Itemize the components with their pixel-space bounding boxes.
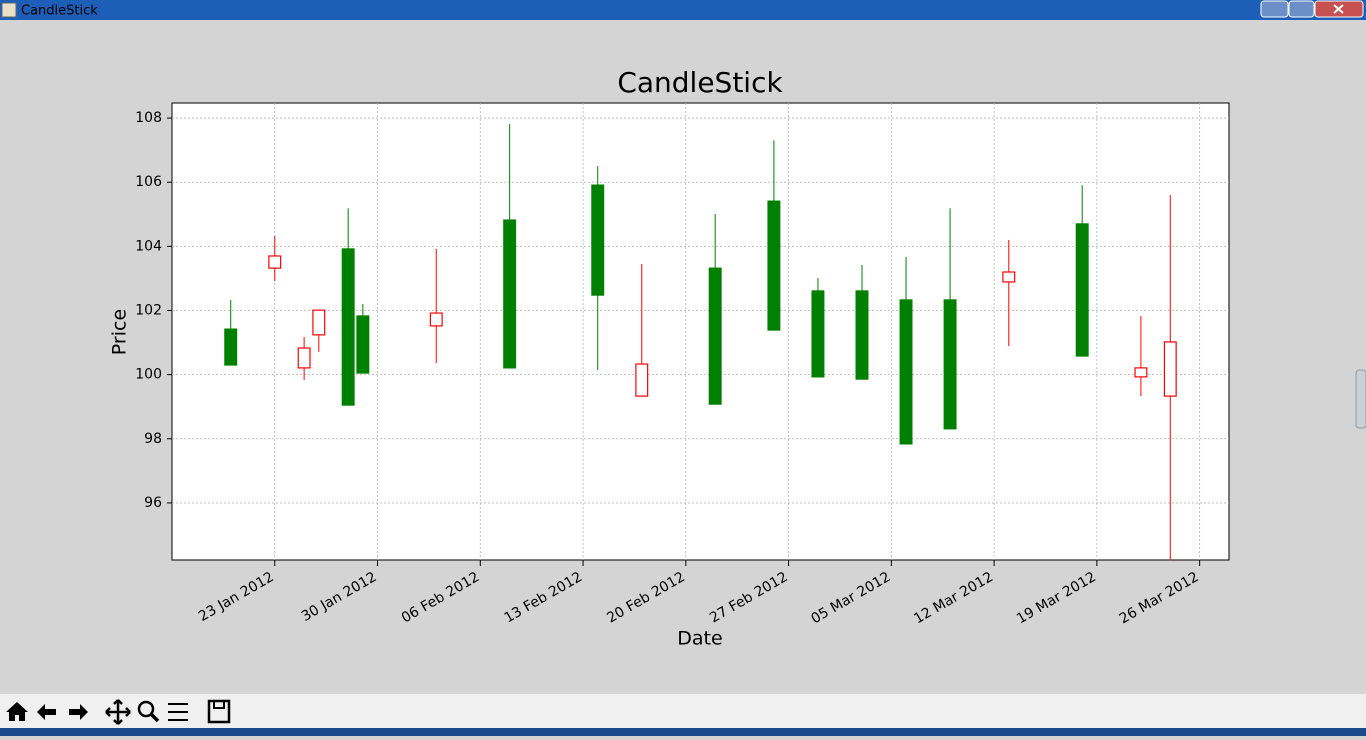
pan-button[interactable] (105, 699, 131, 725)
configure-button[interactable] (168, 703, 188, 721)
candle-body (943, 299, 957, 430)
candle-body (224, 328, 238, 366)
y-tick-label: 108 (135, 110, 162, 126)
candle-body (1163, 341, 1177, 397)
chart-title: CandleStick (617, 66, 783, 99)
x-tick-label: 13 Feb 2012 (502, 569, 585, 626)
x-tick-label: 27 Feb 2012 (707, 569, 790, 626)
candle-body (341, 248, 355, 406)
zoom-button[interactable] (137, 700, 155, 718)
candle-body (708, 267, 722, 405)
x-tick-label: 26 Mar 2012 (1117, 569, 1202, 627)
minimize-button[interactable] (1260, 0, 1289, 18)
candle-body (767, 200, 781, 331)
candle-body (503, 219, 517, 369)
candle-body (1134, 367, 1148, 378)
x-tick-label: 23 Jan 2012 (196, 569, 277, 625)
candle-body (297, 347, 311, 369)
y-tick-label: 102 (135, 302, 162, 318)
side-handle[interactable] (1355, 369, 1366, 429)
candle-body (356, 315, 370, 374)
x-tick-label: 19 Mar 2012 (1014, 569, 1099, 627)
candle-body (1002, 271, 1016, 283)
x-tick-label: 20 Feb 2012 (604, 569, 687, 626)
candle-body (429, 312, 443, 327)
candle-body (1075, 223, 1089, 357)
window-title: CandleStick (21, 4, 98, 19)
candle-body (899, 299, 913, 445)
candle-body (268, 255, 282, 269)
maximize-button[interactable] (1288, 0, 1315, 18)
title-bar (0, 0, 1366, 20)
plot-area (171, 102, 1230, 561)
forward-button[interactable] (69, 704, 88, 720)
x-tick-label: 05 Mar 2012 (808, 569, 893, 627)
candle-body (591, 184, 605, 296)
y-tick-label: 98 (144, 431, 162, 447)
app-icon (1, 2, 17, 18)
x-tick-label: 06 Feb 2012 (399, 569, 482, 626)
y-tick-label: 100 (135, 367, 162, 383)
toolbar (0, 694, 1366, 728)
y-tick-label: 96 (144, 495, 162, 511)
toolbar-buttons (6, 699, 231, 725)
close-icon (1333, 4, 1344, 14)
home-button[interactable] (6, 702, 28, 721)
candle-body (811, 290, 825, 378)
y-axis-label: Price (109, 309, 131, 355)
candle-body (855, 290, 869, 380)
back-button[interactable] (37, 704, 56, 720)
x-axis-label: Date (677, 628, 722, 650)
taskbar (0, 728, 1366, 736)
x-tick-label: 12 Mar 2012 (911, 569, 996, 627)
candle-body (635, 363, 649, 397)
y-tick-label: 104 (135, 238, 162, 254)
candle-body (312, 309, 326, 336)
x-tick-label: 30 Jan 2012 (299, 569, 380, 625)
y-tick-label: 106 (135, 174, 162, 190)
